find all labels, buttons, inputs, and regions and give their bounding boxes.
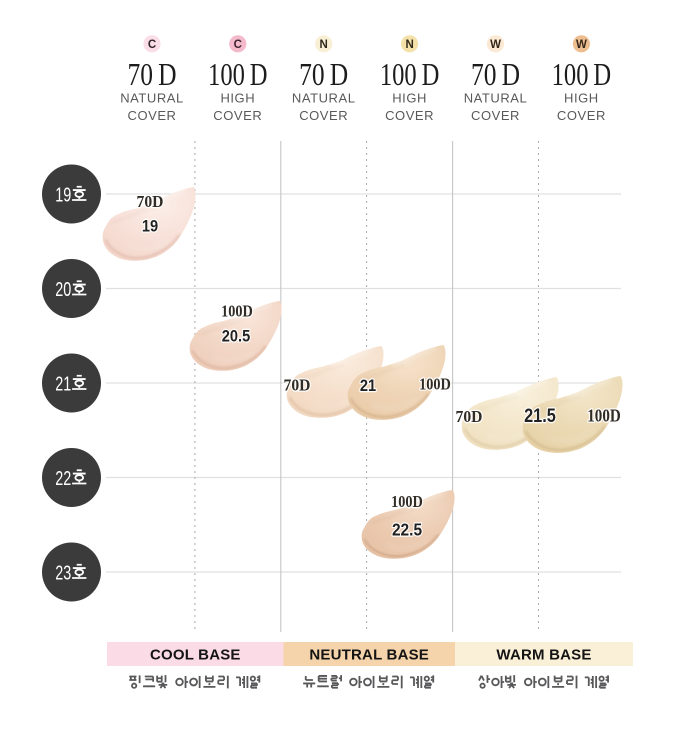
- svg-text:W: W: [490, 39, 501, 51]
- svg-text:NATURAL: NATURAL: [120, 91, 184, 106]
- svg-text:21: 21: [360, 377, 376, 395]
- svg-text:C: C: [148, 39, 156, 51]
- svg-text:COVER: COVER: [471, 108, 520, 123]
- svg-text:70D: 70D: [284, 377, 311, 394]
- svg-text:21.5: 21.5: [524, 405, 556, 426]
- svg-text:22: 22: [55, 467, 71, 490]
- svg-text:NATURAL: NATURAL: [464, 91, 528, 106]
- svg-text:70D: 70D: [137, 194, 164, 211]
- svg-text:N: N: [405, 39, 413, 51]
- svg-text:WARM BASE: WARM BASE: [496, 647, 591, 664]
- svg-text:21: 21: [55, 372, 71, 395]
- svg-text:COVER: COVER: [128, 108, 177, 123]
- svg-text:20.5: 20.5: [222, 328, 251, 346]
- svg-text:100D: 100D: [221, 302, 253, 320]
- svg-text:COVER: COVER: [213, 108, 262, 123]
- svg-text:22.5: 22.5: [392, 519, 422, 539]
- svg-text:100D: 100D: [419, 376, 451, 394]
- svg-text:20: 20: [55, 278, 71, 301]
- svg-text:70 D: 70 D: [127, 57, 176, 92]
- svg-text:NEUTRAL BASE: NEUTRAL BASE: [309, 647, 429, 664]
- svg-text:C: C: [234, 39, 242, 51]
- svg-text:HIGH: HIGH: [392, 91, 427, 106]
- svg-text:COVER: COVER: [385, 108, 434, 123]
- svg-text:W: W: [576, 39, 587, 51]
- svg-text:100 D: 100 D: [380, 58, 439, 93]
- svg-text:19: 19: [55, 183, 71, 206]
- svg-text:70 D: 70 D: [471, 57, 520, 92]
- svg-text:HIGH: HIGH: [220, 91, 255, 106]
- svg-text:COOL BASE: COOL BASE: [150, 647, 241, 664]
- svg-text:NATURAL: NATURAL: [292, 91, 356, 106]
- svg-text:COVER: COVER: [557, 108, 606, 123]
- svg-text:HIGH: HIGH: [564, 91, 599, 106]
- svg-text:70D: 70D: [456, 409, 483, 426]
- svg-text:23: 23: [55, 561, 71, 584]
- svg-text:19: 19: [142, 218, 158, 236]
- svg-text:100D: 100D: [587, 406, 620, 426]
- svg-text:100D: 100D: [391, 493, 423, 511]
- svg-text:100 D: 100 D: [552, 58, 611, 93]
- svg-text:70 D: 70 D: [299, 57, 348, 92]
- svg-text:100 D: 100 D: [208, 58, 267, 93]
- svg-text:N: N: [320, 39, 328, 51]
- svg-text:COVER: COVER: [299, 108, 348, 123]
